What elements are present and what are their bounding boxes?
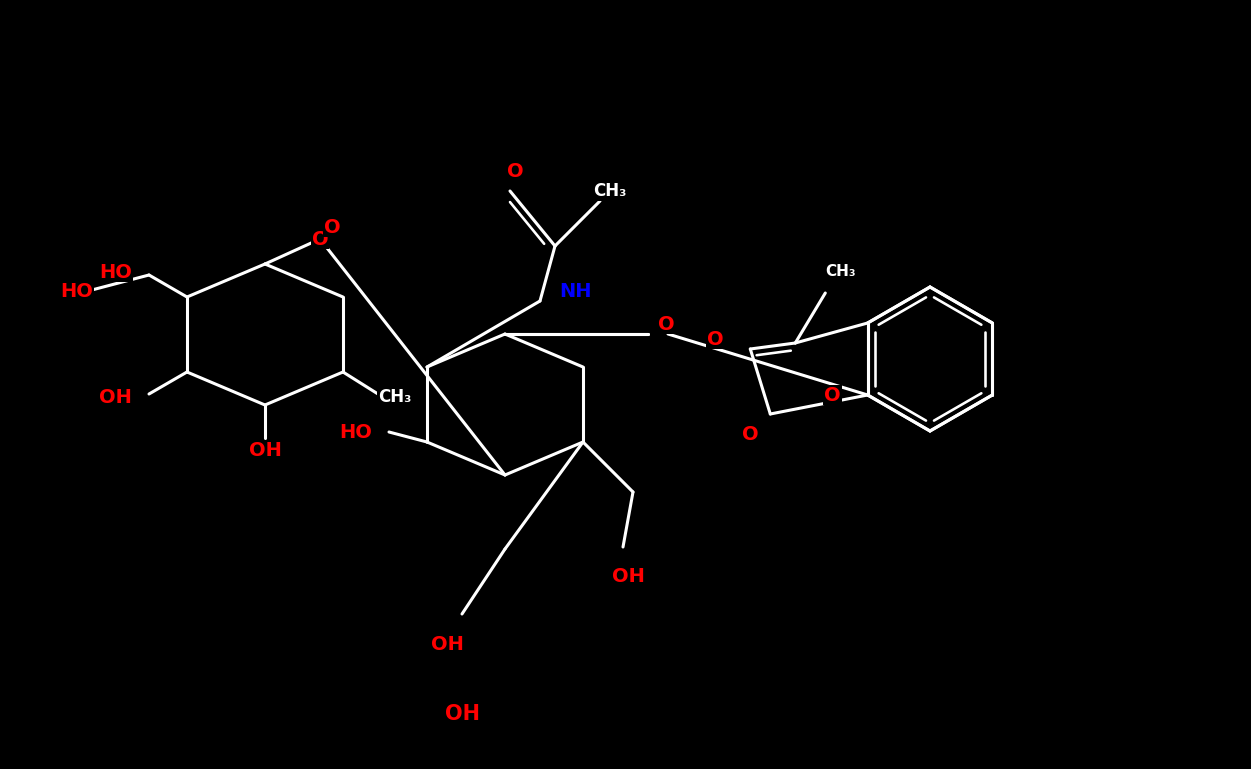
Text: O: O — [742, 424, 758, 444]
Text: O: O — [507, 161, 523, 181]
Text: CH₃: CH₃ — [378, 388, 412, 406]
Text: O: O — [324, 218, 340, 237]
Text: CH₃: CH₃ — [824, 264, 856, 278]
Text: O: O — [824, 385, 841, 404]
Text: OH: OH — [444, 704, 479, 724]
Text: OH: OH — [430, 634, 463, 654]
Text: O: O — [311, 229, 328, 248]
Text: O: O — [707, 329, 723, 348]
Text: HO: HO — [60, 281, 93, 301]
Text: OH: OH — [612, 568, 644, 587]
Text: OH: OH — [99, 388, 133, 407]
Text: O: O — [658, 315, 674, 334]
Text: HO: HO — [339, 422, 372, 441]
Text: NH: NH — [559, 281, 592, 301]
Text: HO: HO — [99, 262, 133, 281]
Text: OH: OH — [249, 441, 281, 460]
Text: CH₃: CH₃ — [593, 182, 627, 200]
